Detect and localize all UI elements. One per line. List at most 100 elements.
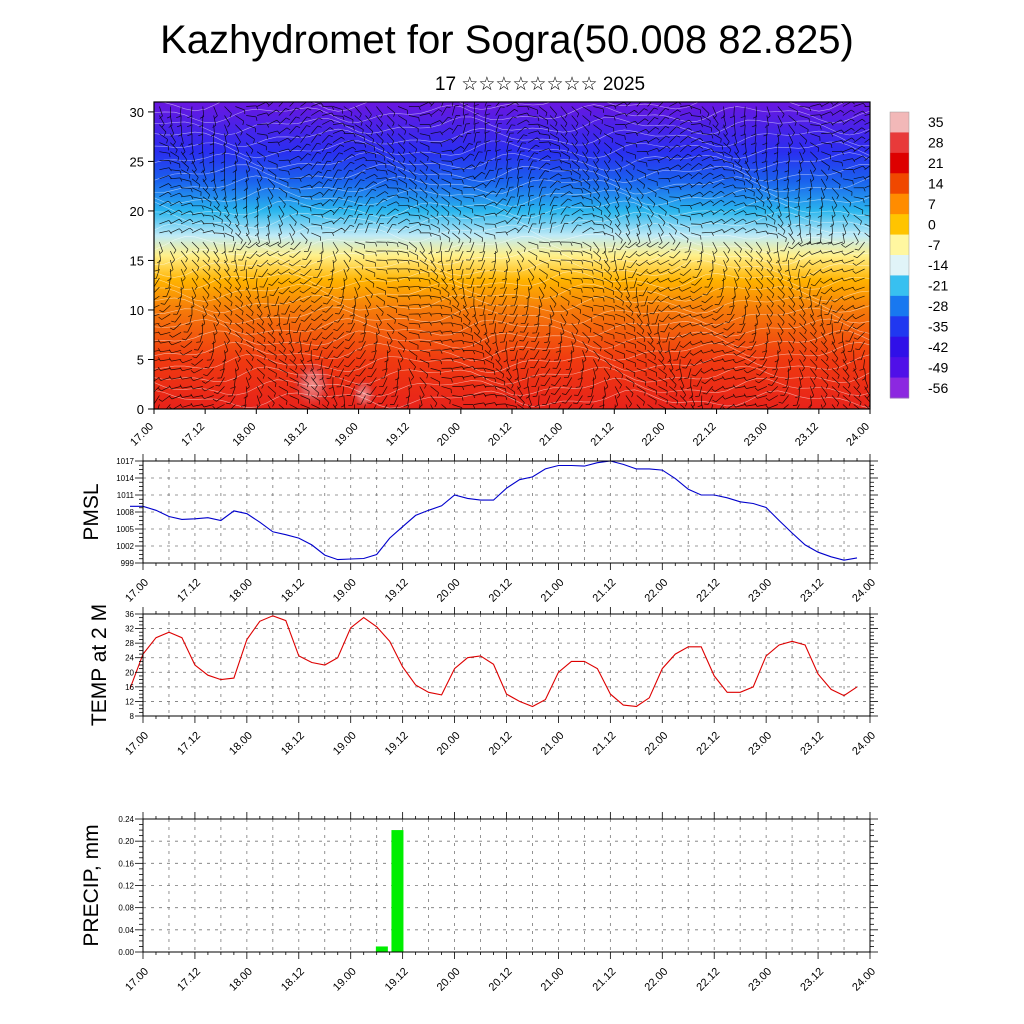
colorbar-label-12: -49 — [928, 360, 948, 376]
precip-xtick-label-13: 23.12 — [798, 966, 826, 994]
temp2m-xtick-label-4: 19.00 — [331, 730, 359, 758]
heat-xtick-label-5: 19.12 — [384, 421, 412, 449]
colorbar-swatch-4 — [890, 193, 909, 215]
precip-xtick-label-11: 22.12 — [694, 966, 722, 994]
temp2m-xtick-label-1: 17.12 — [175, 730, 203, 758]
precip-ytick-label-3: 0.12 — [118, 882, 134, 891]
pmsl-xtick-label-0: 17.00 — [123, 577, 151, 605]
pmsl-xtick-label-7: 20.12 — [487, 577, 515, 605]
precip-ylabel: PRECIP, mm — [80, 824, 103, 946]
heat-xtick-label-14: 24.00 — [844, 421, 872, 449]
temp2m-ytick-label-3: 20 — [125, 668, 134, 677]
warm-spot-1 — [351, 378, 376, 409]
temp2m-xtick-label-11: 22.12 — [694, 730, 722, 758]
heat-xtick-label-11: 22.12 — [691, 421, 719, 449]
temp2m-ytick-label-5: 28 — [125, 639, 134, 648]
pmsl-xtick-label-3: 18.12 — [279, 577, 307, 605]
heat-xtick-label-8: 21.00 — [537, 421, 565, 449]
temp2m-xtick-label-5: 19.12 — [383, 730, 411, 758]
temp2m-xtick-label-10: 22.00 — [642, 730, 670, 758]
precip-xtick-label-14: 24.00 — [850, 966, 878, 994]
heat-xtick-label-12: 23.00 — [742, 421, 770, 449]
precip-xtick-label-8: 21.00 — [539, 966, 567, 994]
temp2m-ytick-label-2: 16 — [125, 683, 134, 692]
pmsl-xtick-label-6: 20.00 — [435, 577, 463, 605]
colorbar-swatch-7 — [890, 255, 909, 276]
pmsl-xtick-label-1: 17.12 — [175, 577, 203, 605]
pmsl-xtick-label-9: 21.12 — [591, 577, 619, 605]
colorbar-swatch-0 — [890, 112, 909, 133]
colorbar-swatch-12 — [890, 357, 909, 379]
precip-ytick-label-5: 0.20 — [118, 837, 134, 846]
heat-xtick-label-0: 17.00 — [128, 421, 156, 449]
colorbar-swatch-3 — [890, 173, 909, 195]
colorbar-swatch-9 — [890, 295, 909, 317]
precip-bar-0 — [375, 946, 388, 952]
colorbar-label-7: -14 — [928, 257, 948, 273]
temp-panel: 8 12 16 20 24 28 32 36 17.00 17.12 18.00 18.12 19.00… — [88, 604, 878, 758]
colorbar-label-10: -35 — [928, 319, 948, 335]
heat-ytick-label-6: 30 — [130, 105, 144, 120]
temp2m-xtick-label-9: 21.12 — [591, 730, 619, 758]
pmsl-xtick-label-4: 19.00 — [331, 577, 359, 605]
precip-xtick-label-3: 18.12 — [279, 966, 307, 994]
heat-ytick-label-5: 25 — [130, 154, 144, 169]
pmsl-line — [130, 460, 858, 561]
temp2m-xtick-label-8: 21.00 — [539, 730, 567, 758]
heat-xtick-label-7: 20.12 — [486, 421, 514, 449]
pmsl-ytick-label-5: 1014 — [116, 474, 134, 483]
temp2m-grid — [143, 614, 870, 716]
heatmap-overlay — [154, 102, 870, 409]
heat-xtick-label-4: 19.00 — [333, 421, 361, 449]
temp2m-xtick-label-7: 20.12 — [487, 730, 515, 758]
heat-ytick-label-3: 15 — [130, 253, 144, 268]
colorbar-label-0: 35 — [928, 114, 944, 130]
precip-bar-1 — [391, 830, 404, 952]
colorbar-swatch-2 — [890, 152, 909, 174]
precip-xtick-label-2: 18.00 — [227, 966, 255, 994]
temp2m-xtick-label-3: 18.12 — [279, 730, 307, 758]
colorbar-swatch-6 — [890, 234, 909, 256]
cross-section-panel: 0 5 10 15 20 25 30 17.00 17.12 18.00 18.12 19.00 19.… — [128, 101, 872, 449]
temp2m-ytick-label-6: 32 — [125, 625, 134, 634]
pmsl-xtick-label-10: 22.00 — [642, 577, 670, 605]
colorbar-label-11: -42 — [928, 339, 948, 355]
heat-xtick-label-1: 17.12 — [179, 421, 207, 449]
pmsl-xtick-label-12: 23.00 — [746, 577, 774, 605]
colorbar-label-13: -56 — [928, 380, 948, 396]
heat-ytick-label-2: 10 — [130, 303, 144, 318]
precip-xtick-label-6: 20.00 — [435, 966, 463, 994]
precip-ytick-label-4: 0.16 — [118, 859, 134, 868]
colorbar-frame — [889, 111, 910, 399]
temp2m-xtick-label-13: 23.12 — [798, 730, 826, 758]
pmsl-ytick-label-2: 1005 — [116, 525, 134, 534]
pmsl-xtick-label-13: 23.12 — [798, 577, 826, 605]
pmsl-ytick-label-0: 999 — [121, 559, 135, 568]
temp2m-xtick-label-6: 20.00 — [435, 730, 463, 758]
colorbar-swatch-8 — [890, 275, 909, 297]
pmsl-xtick-label-8: 21.00 — [539, 577, 567, 605]
precip-ytick-label-2: 0.08 — [118, 904, 134, 913]
precip-xtick-label-9: 21.12 — [591, 966, 619, 994]
precip-xtick-label-5: 19.12 — [383, 966, 411, 994]
heat-xtick-label-13: 23.12 — [793, 421, 821, 449]
heat-ytick-label-0: 0 — [137, 402, 144, 417]
pmsl-grid — [143, 461, 870, 563]
colorbar-label-4: 7 — [928, 196, 936, 212]
colorbar-label-3: 14 — [928, 175, 944, 191]
precip-panel: 0.00 0.04 0.08 0.12 0.16 0.20 0.24 17.00 17.12 18… — [80, 812, 878, 994]
pmsl-ytick-label-3: 1008 — [116, 508, 134, 517]
colorbar-label-1: 28 — [928, 134, 944, 150]
heat-xtick-label-9: 21.12 — [588, 421, 616, 449]
pmsl-xtick-label-14: 24.00 — [850, 577, 878, 605]
heat-ytick-label-4: 20 — [130, 204, 144, 219]
pmsl-ytick-label-6: 1017 — [116, 457, 134, 466]
colorbar: 35 28 21 14 7 0 -7 -14 -21 -28 -35 -42 -49 -56 — [889, 111, 948, 399]
precip-grid — [143, 819, 870, 952]
precip-xtick-label-4: 19.00 — [331, 966, 359, 994]
pmsl-ylabel: PMSL — [80, 483, 103, 540]
precip-xtick-label-0: 17.00 — [123, 966, 151, 994]
temp2m-xtick-label-14: 24.00 — [850, 730, 878, 758]
temp2m-ytick-label-7: 36 — [125, 610, 134, 619]
precip-ytick-label-6: 0.24 — [118, 815, 134, 824]
